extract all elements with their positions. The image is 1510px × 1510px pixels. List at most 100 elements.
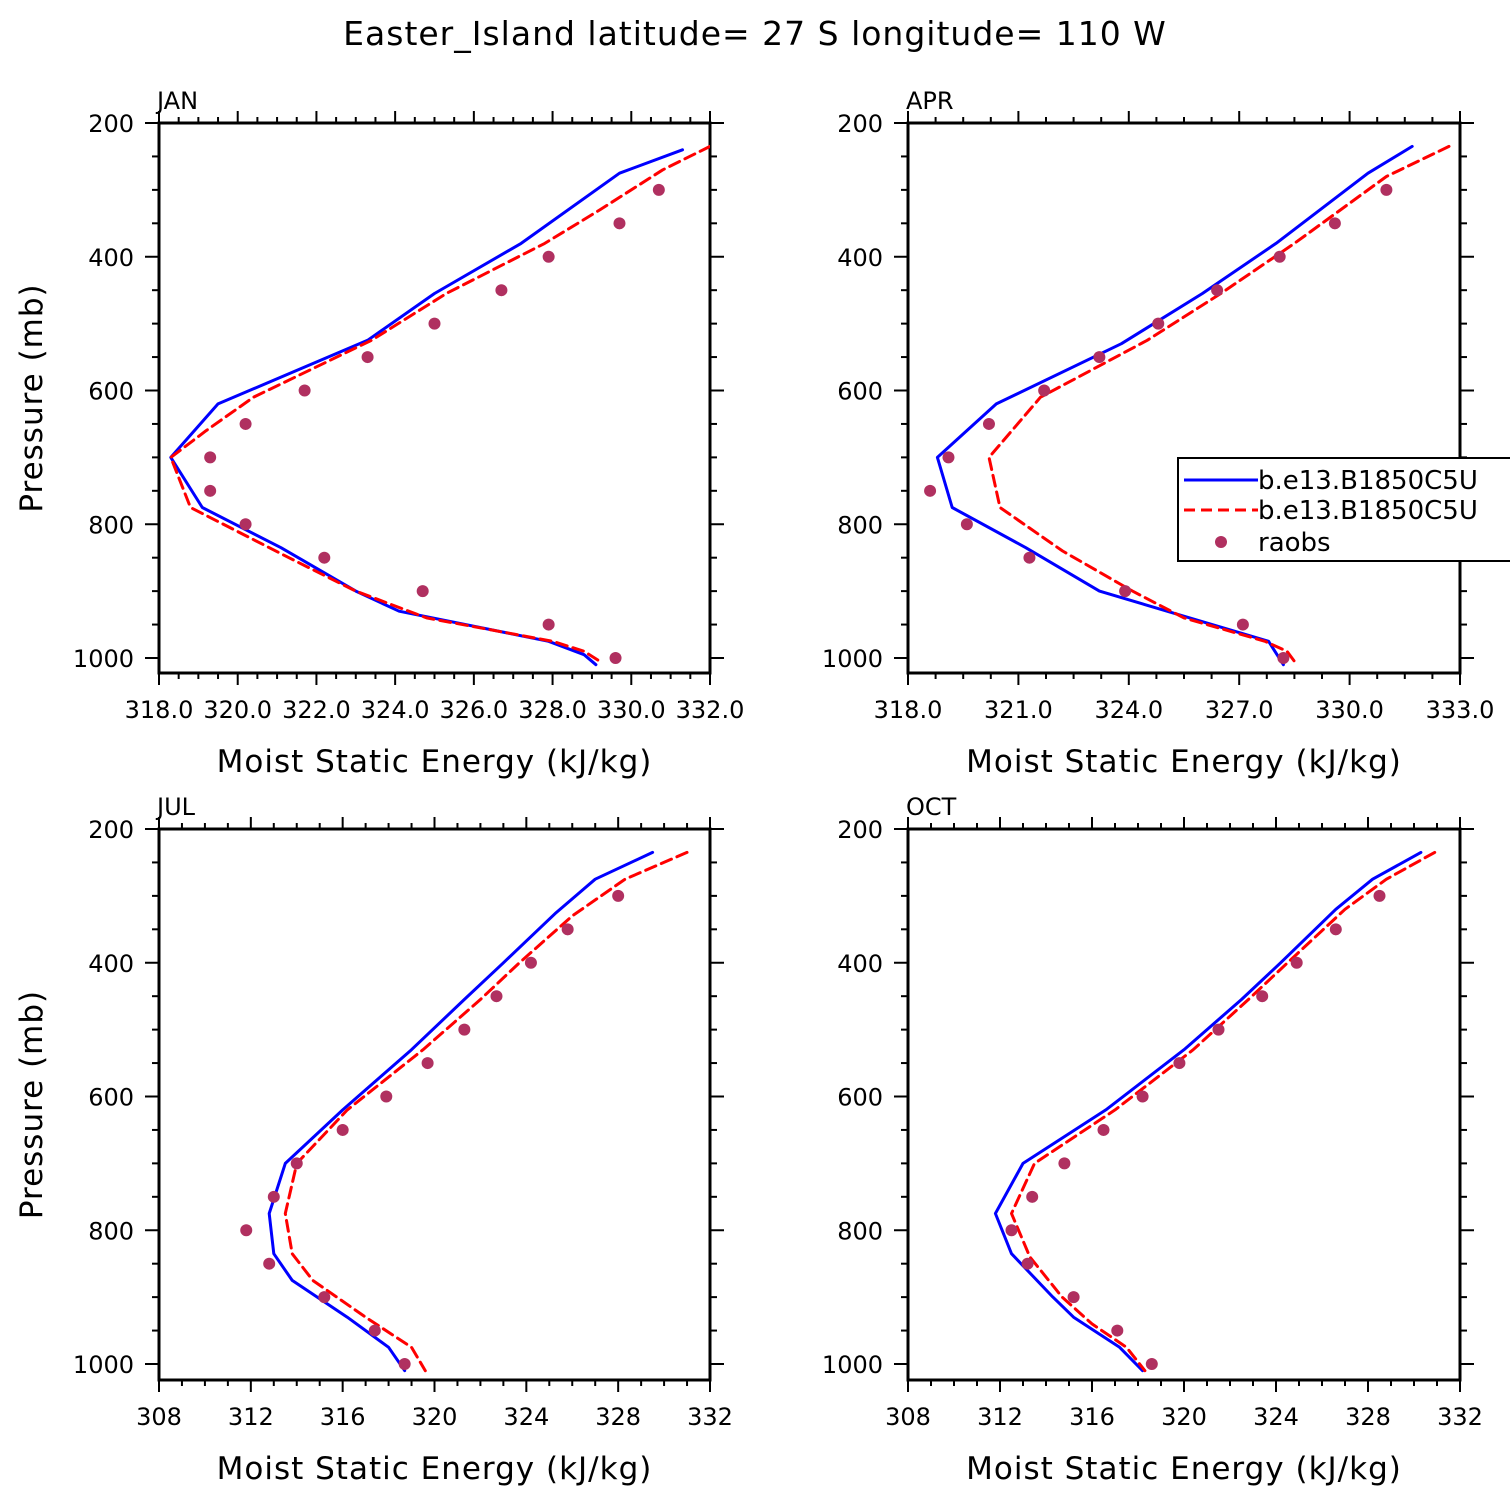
y-tick-label: 800 xyxy=(88,511,134,539)
x-tick-label: 322.0 xyxy=(282,696,351,724)
panel-jul: 308 312 316 320 324 328 332 200 400 600 800 1000 JUL… xyxy=(14,793,733,1487)
raob-point xyxy=(1145,1358,1158,1370)
plot-area xyxy=(169,144,710,667)
raob-point xyxy=(1373,889,1386,902)
raob-point xyxy=(416,585,429,598)
raob-point xyxy=(942,451,955,464)
raob-point xyxy=(318,1291,331,1304)
y-axis-title: Pressure (mb) xyxy=(14,283,50,512)
x-tick-label: 308 xyxy=(885,1403,931,1431)
raob-point xyxy=(1067,1291,1080,1304)
raob-point xyxy=(1026,1190,1039,1203)
panel-oct: 308 312 316 320 324 328 332 200 400 600 800 1000 OCT… xyxy=(822,793,1483,1487)
y-tick-label: 200 xyxy=(837,816,883,844)
series-line-dashed xyxy=(1010,850,1437,1373)
raob-point xyxy=(613,217,626,230)
y-tick-label: 400 xyxy=(88,244,134,272)
legend-entry-2: b.e13.B1850C5U xyxy=(1258,496,1478,526)
raob-point xyxy=(1097,1123,1110,1136)
series-line-solid xyxy=(267,850,655,1373)
plot-area xyxy=(924,144,1451,667)
y-tick-label: 600 xyxy=(837,1084,883,1112)
raob-point xyxy=(542,618,555,631)
x-tick-label: 333.0 xyxy=(1426,696,1495,724)
raob-point xyxy=(1136,1090,1149,1103)
raob-point xyxy=(361,351,374,364)
raob-point xyxy=(982,417,995,430)
plot-frame xyxy=(906,121,1462,675)
panel-label: JUL xyxy=(155,793,196,821)
panel-label: OCT xyxy=(906,793,957,821)
raob-point xyxy=(1023,551,1036,564)
x-tick-label: 316 xyxy=(320,1403,366,1431)
x-tick-label: 330.0 xyxy=(1315,696,1384,724)
raob-point xyxy=(1277,652,1290,664)
x-tick-label: 332 xyxy=(1437,1403,1483,1431)
x-tick-label: 320 xyxy=(1161,1403,1207,1431)
x-tick-label: 332.0 xyxy=(676,696,745,724)
legend-entry-1: b.e13.B1850C5U xyxy=(1258,466,1478,496)
x-tick-label: 327.0 xyxy=(1205,696,1274,724)
raob-point xyxy=(1005,1224,1018,1237)
plot-frame xyxy=(157,827,712,1382)
raob-point xyxy=(1211,284,1224,297)
y-tick-label: 800 xyxy=(88,1217,134,1245)
x-tick-label: 324.0 xyxy=(1094,696,1163,724)
y-tick-label: 400 xyxy=(837,244,883,272)
panel-apr: 318.0 321.0 324.0 327.0 330.0 333.0 200 400 600 8… xyxy=(822,87,1510,780)
x-axis-title: Moist Static Energy (kJ/kg) xyxy=(217,744,653,780)
figure-title: Easter_Island latitude= 27 S longitude= … xyxy=(343,14,1167,53)
raob-point xyxy=(490,990,503,1003)
raob-point xyxy=(428,317,441,330)
raob-point xyxy=(1111,1324,1124,1337)
raob-point xyxy=(609,652,622,664)
x-axis-title: Moist Static Energy (kJ/kg) xyxy=(217,1451,653,1487)
series-line-dashed xyxy=(283,850,689,1373)
y-tick-label: 600 xyxy=(88,1084,134,1112)
y-tick-label: 200 xyxy=(88,816,134,844)
raob-point xyxy=(421,1057,434,1070)
raob-point xyxy=(398,1358,411,1370)
series-line-solid xyxy=(993,850,1423,1373)
raob-point xyxy=(524,956,537,969)
raob-point xyxy=(368,1324,381,1337)
series-line-dashed xyxy=(169,144,710,663)
y-axis-title: Pressure (mb) xyxy=(14,990,50,1219)
y-tick-label: 600 xyxy=(88,378,134,406)
raob-point xyxy=(298,384,311,397)
x-tick-label: 328 xyxy=(1345,1403,1391,1431)
raob-point xyxy=(612,889,625,902)
plot-frame xyxy=(906,827,1462,1382)
x-tick-label: 328.0 xyxy=(518,696,587,724)
plot-area xyxy=(240,850,689,1373)
panel-label: APR xyxy=(906,87,954,115)
raob-point xyxy=(318,551,331,564)
y-tick-label: 1000 xyxy=(822,645,883,673)
raob-point xyxy=(1212,1023,1225,1036)
raob-point xyxy=(1236,618,1249,631)
raob-point xyxy=(204,451,217,464)
raob-point xyxy=(1173,1057,1186,1070)
legend-box xyxy=(1177,457,1510,562)
raob-point xyxy=(542,250,555,263)
raob-point xyxy=(652,183,665,196)
x-tick-label: 318.0 xyxy=(125,696,194,724)
raob-point xyxy=(1152,317,1165,330)
raob-point xyxy=(204,484,217,497)
raob-point xyxy=(267,1190,280,1203)
x-axis-title: Moist Static Energy (kJ/kg) xyxy=(966,744,1402,780)
raob-point xyxy=(239,518,252,531)
x-tick-label: 312 xyxy=(977,1403,1023,1431)
y-tick-label: 200 xyxy=(88,110,134,138)
y-tick-label: 400 xyxy=(837,950,883,978)
raob-point xyxy=(1328,217,1341,230)
x-tick-label: 316 xyxy=(1069,1403,1115,1431)
x-tick-label: 318.0 xyxy=(874,696,943,724)
legend-entry-3: raobs xyxy=(1258,528,1331,558)
x-tick-label: 321.0 xyxy=(984,696,1053,724)
x-tick-label: 324 xyxy=(503,1403,549,1431)
raob-point xyxy=(336,1123,349,1136)
y-tick-label: 200 xyxy=(837,110,883,138)
